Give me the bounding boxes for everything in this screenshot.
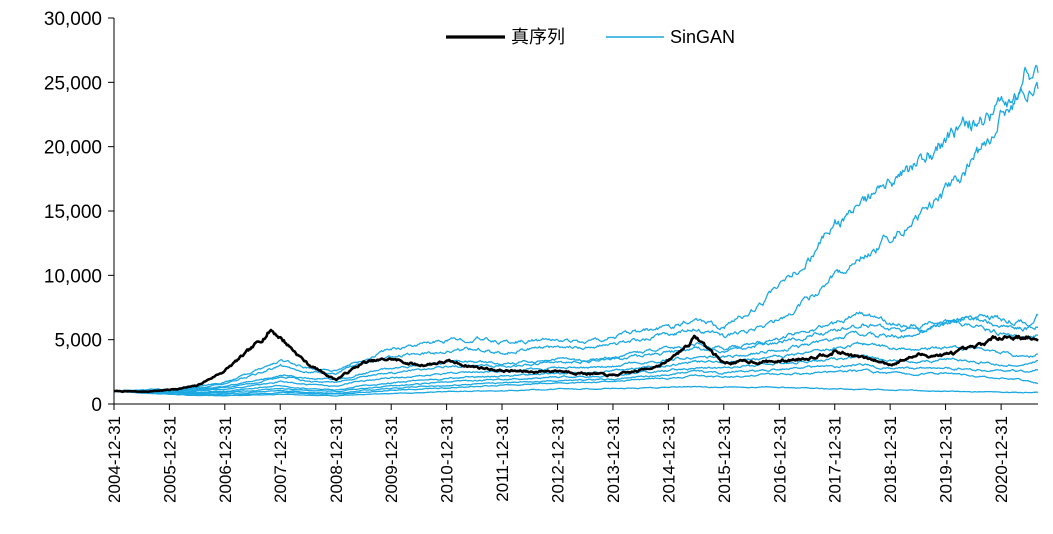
y-tick-label: 30,000 — [44, 9, 102, 30]
x-axis: 2004-12-31 2005-12-31 2006-12-31 2007-12-31… — [105, 403, 1038, 503]
x-tick-label: 2016-12-31 — [770, 416, 789, 503]
x-tick-label: 2014-12-31 — [659, 416, 678, 503]
x-tick-label: 2007-12-31 — [271, 416, 290, 503]
y-tick-label: 10,000 — [44, 266, 102, 287]
x-tick-label: 2004-12-31 — [105, 416, 124, 503]
singan-series-line — [113, 368, 1039, 397]
x-tick-label: 2018-12-31 — [881, 416, 900, 503]
singan-series-line — [113, 318, 1039, 393]
x-tick-label: 2020-12-31 — [992, 416, 1011, 503]
x-tick-label: 2006-12-31 — [216, 416, 235, 503]
singan-series-line — [113, 385, 1038, 397]
x-tick-label: 2012-12-31 — [549, 416, 568, 503]
singan-series-line — [113, 81, 1039, 392]
y-tick-label: 25,000 — [44, 73, 102, 94]
x-tick-label: 2019-12-31 — [937, 416, 956, 503]
singan-series-line — [113, 64, 1039, 392]
x-tick-label: 2017-12-31 — [826, 416, 845, 503]
x-tick-label: 2009-12-31 — [382, 416, 401, 503]
singan-series-line — [113, 354, 1039, 394]
x-tick-label: 2015-12-31 — [715, 416, 734, 503]
y-tick-label: 5,000 — [54, 331, 102, 352]
x-tick-label: 2005-12-31 — [160, 416, 179, 503]
x-tick-label: 2011-12-31 — [493, 416, 512, 502]
x-tick-label: 2010-12-31 — [438, 416, 457, 503]
real-series-line — [113, 328, 1039, 394]
legend-label-singan: SinGAN — [670, 27, 735, 47]
legend-label-real: 真序列 — [511, 27, 565, 47]
y-axis: 0 5,000 10,000 15,000 20,000 25,000 30,000 — [44, 9, 115, 416]
singan-series-line — [113, 316, 1039, 393]
x-tick-label: 2013-12-31 — [604, 416, 623, 503]
y-tick-label: 20,000 — [44, 138, 102, 159]
y-tick-label: 0 — [91, 395, 102, 416]
singan-series-line — [114, 311, 1039, 393]
singan-series-line — [114, 363, 1039, 395]
x-tick-label: 2008-12-31 — [327, 416, 346, 503]
y-tick-label: 15,000 — [44, 202, 102, 223]
series-layer — [113, 64, 1039, 397]
legend: 真序列 SinGAN — [446, 27, 735, 47]
